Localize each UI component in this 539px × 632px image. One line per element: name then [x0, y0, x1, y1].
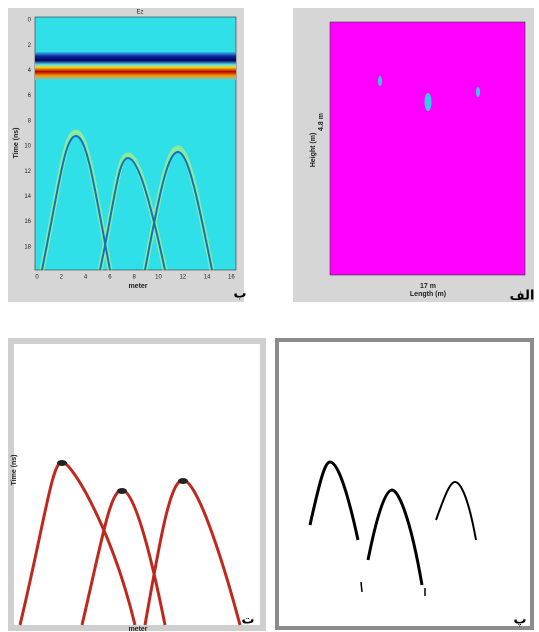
target: [424, 93, 432, 111]
y-tick-label: 4: [28, 68, 32, 74]
y-tick-label: 2: [28, 43, 32, 49]
x-tick-label: 6: [108, 275, 112, 281]
y-tick-label: 18: [24, 244, 31, 250]
target: [476, 87, 480, 97]
panel-title: Ez: [136, 10, 143, 16]
panel-label: پ: [513, 613, 526, 628]
direct-wave: [35, 52, 236, 80]
panel-b: Ez Time (ns) meter ب: [8, 8, 247, 302]
x-tick-label: 12: [179, 275, 186, 281]
target: [378, 76, 382, 86]
x-axis-label: Length (m): [410, 291, 446, 298]
panel-t: Time (ns) meter ت: [8, 338, 266, 632]
hyperbolas: [308, 460, 477, 596]
y-axis-label: Height (m): [310, 133, 317, 168]
y-tick-label: 12: [24, 169, 31, 175]
apex: [57, 460, 188, 494]
plot-area: [329, 21, 526, 276]
x-axis-label: meter: [128, 283, 147, 290]
y-axis-label: Time (ns): [11, 455, 18, 486]
hyperbolas: [41, 134, 213, 271]
x-tick-label: 14: [204, 275, 211, 281]
x-tick-label: 8: [133, 275, 137, 281]
y-tick-label: 10: [24, 144, 31, 150]
panel-p: پ: [275, 338, 534, 630]
y-tick-label: 0: [28, 18, 32, 24]
y-tick-label: 14: [24, 194, 31, 200]
x-tick-label: 16: [228, 275, 235, 281]
panel-frame: [8, 338, 266, 631]
panel-label: ب: [233, 287, 246, 302]
y-axis-label: Time (ns): [13, 128, 20, 159]
x-tick-label: 0: [35, 275, 39, 281]
panel-label: ت: [241, 613, 254, 628]
x-tick-label: 10: [155, 275, 162, 281]
panel-a: Height (m) 4.8 m 17 m Length (m) الف: [293, 8, 534, 304]
panel-label: الف: [510, 289, 535, 304]
x-tick-label: 4: [84, 275, 88, 281]
x-tick-label: 2: [60, 275, 64, 281]
y-tick-label: 6: [28, 93, 32, 99]
x-axis-label: meter: [128, 626, 147, 632]
y-tick-label: 8: [28, 118, 32, 124]
height-dimension: 4.8 m: [318, 113, 325, 131]
panel-frame: [275, 338, 534, 630]
y-tick-label: 16: [24, 219, 31, 225]
width-dimension: 17 m: [420, 283, 436, 290]
